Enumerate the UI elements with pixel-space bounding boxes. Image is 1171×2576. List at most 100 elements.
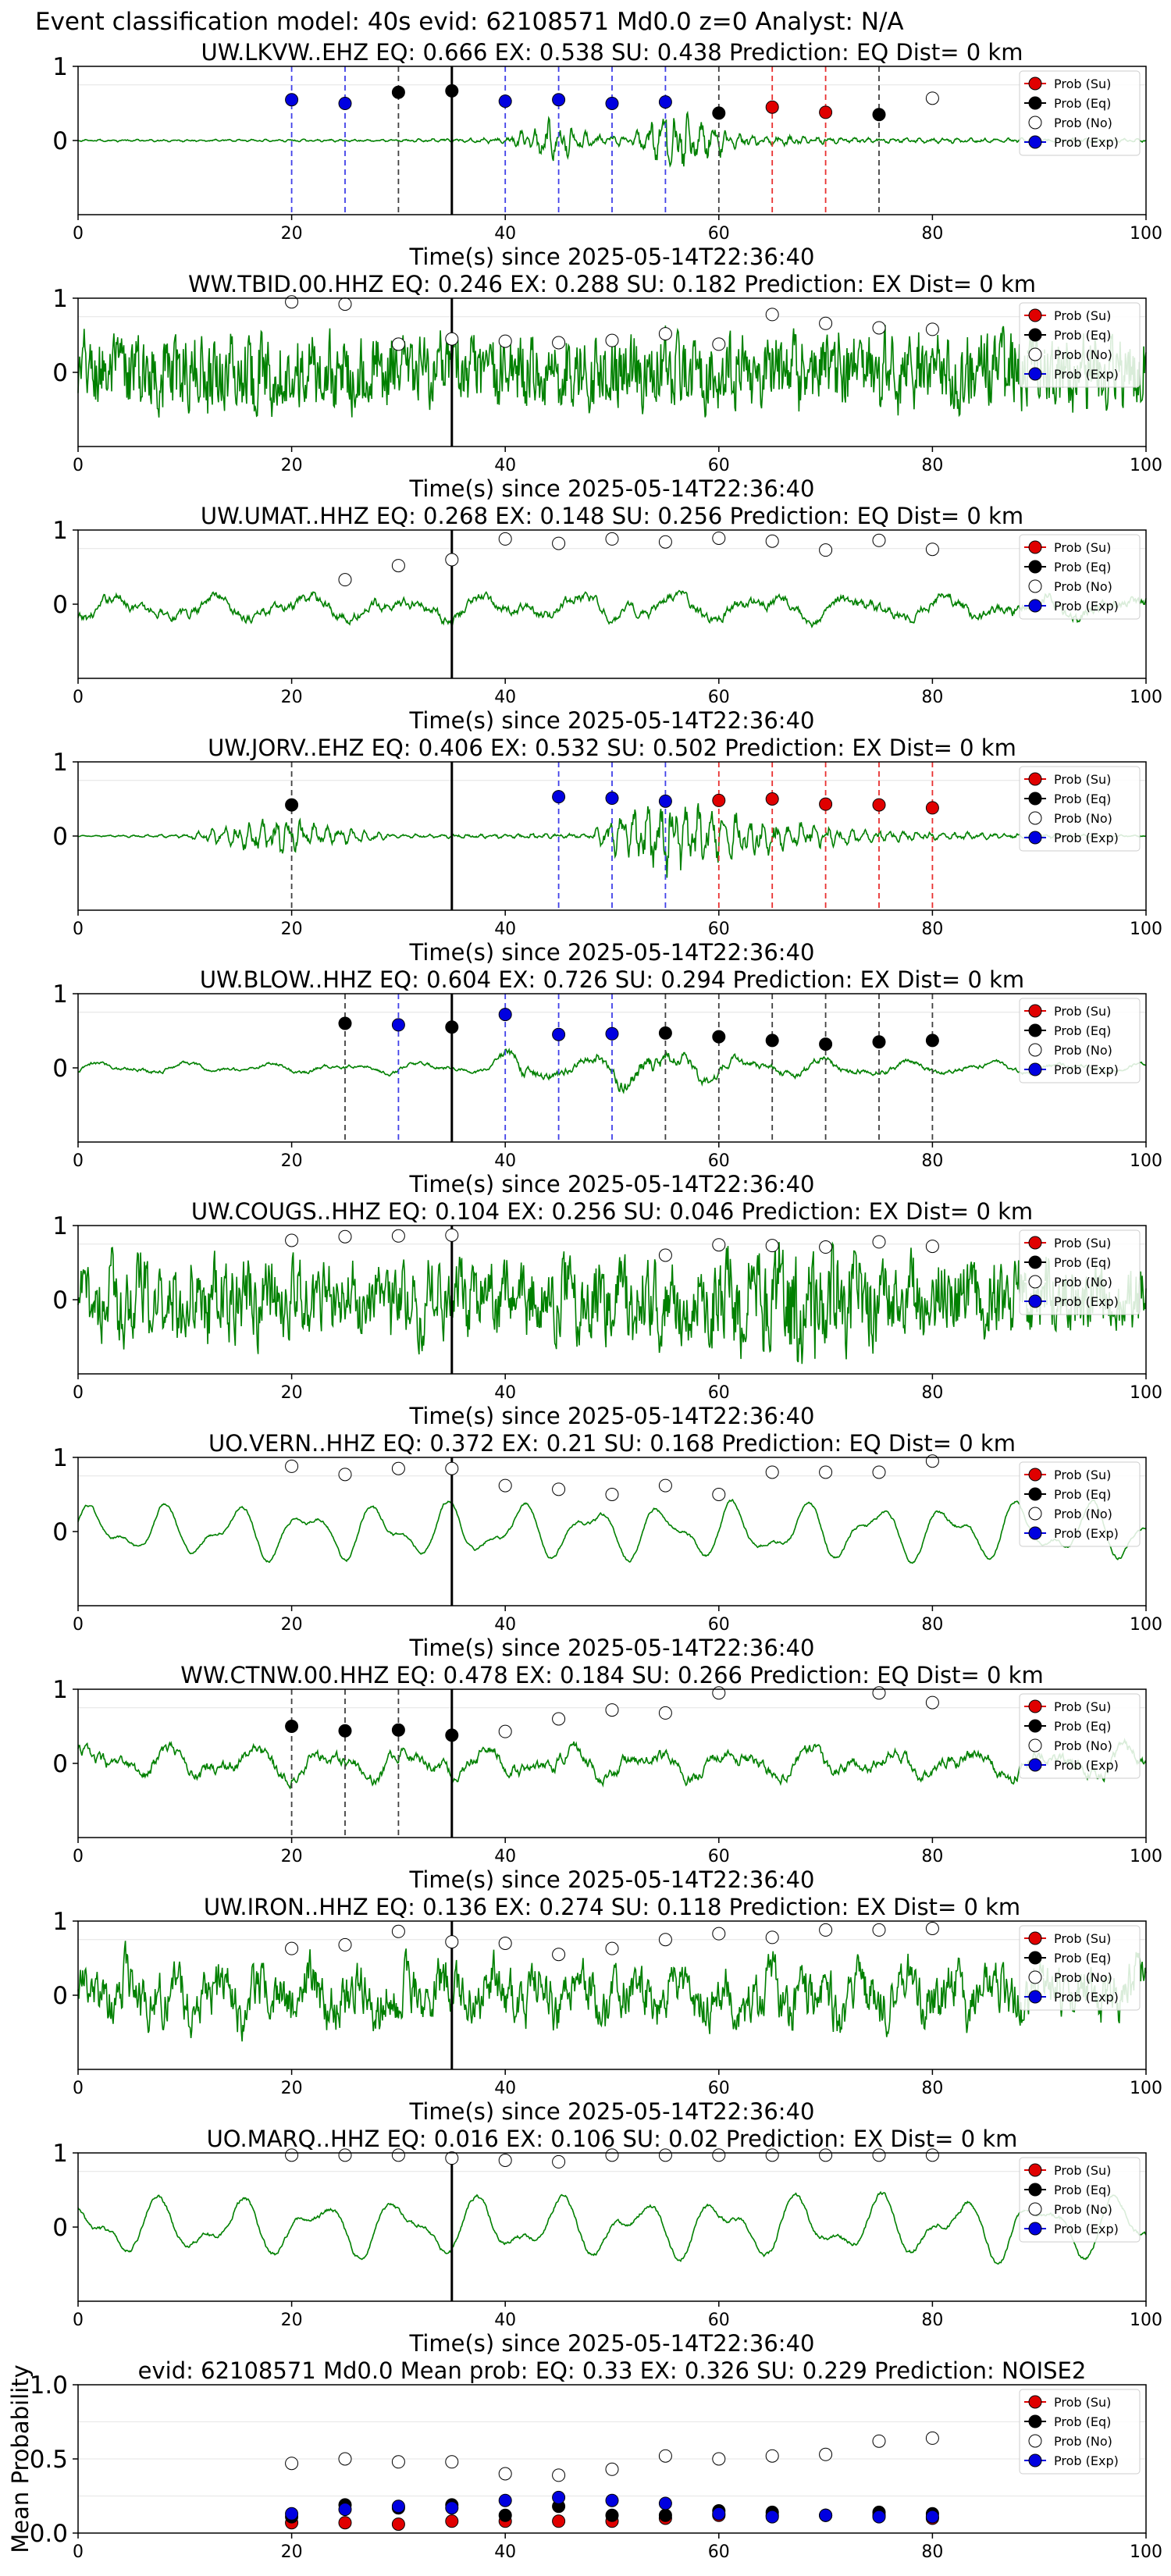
legend-label: Prob (Su) bbox=[1054, 772, 1111, 787]
panel-title: UW.JORV..EHZ EQ: 0.406 EX: 0.532 SU: 0.5… bbox=[208, 735, 1016, 761]
x-tick-label: 0 bbox=[73, 456, 84, 475]
x-tick-label: 60 bbox=[708, 688, 730, 707]
x-tick-label: 20 bbox=[281, 2079, 303, 2098]
x-tick-label: 60 bbox=[708, 2079, 730, 2098]
prob-marker-no bbox=[338, 573, 352, 587]
waveform-trace bbox=[77, 110, 1147, 168]
prob-marker-no bbox=[391, 1924, 405, 1938]
y-tick-label: 1 bbox=[52, 1908, 68, 1936]
prob-marker-exp bbox=[391, 1018, 405, 1032]
x-tick-label: 60 bbox=[708, 1847, 730, 1866]
mean-marker-exp bbox=[872, 2510, 886, 2524]
legend-marker bbox=[1028, 1990, 1042, 2004]
prob-marker-no bbox=[925, 1922, 939, 1935]
prob-marker-eq bbox=[285, 1720, 299, 1733]
prob-marker-no bbox=[872, 1465, 886, 1479]
mean-marker-no bbox=[872, 2434, 886, 2448]
legend-marker bbox=[1028, 347, 1042, 361]
legend-label: Prob (No) bbox=[1054, 811, 1112, 826]
legend-marker bbox=[1028, 792, 1042, 806]
x-tick-label: 40 bbox=[494, 456, 516, 475]
legend-marker bbox=[1028, 1468, 1042, 1482]
prob-marker-no bbox=[285, 1459, 299, 1473]
prob-marker-exp bbox=[498, 94, 512, 109]
mean-marker-eq bbox=[658, 2508, 672, 2522]
y-tick-label: 1 bbox=[52, 53, 68, 81]
prob-marker-no bbox=[445, 1935, 459, 1949]
prob-marker-no bbox=[445, 2151, 459, 2165]
axes-frame bbox=[77, 2152, 1147, 2302]
x-tick-label: 100 bbox=[1130, 688, 1162, 707]
panel-7: UO.VERN..HHZ EQ: 0.372 EX: 0.21 SU: 0.16… bbox=[52, 1430, 1162, 1661]
legend-label: Prob (Eq) bbox=[1054, 560, 1111, 575]
prob-marker-no bbox=[872, 1686, 886, 1700]
y-tick-label: 0 bbox=[52, 1286, 68, 1315]
panel-2: WW.TBID.00.HHZ EQ: 0.246 EX: 0.288 SU: 0… bbox=[52, 271, 1162, 502]
prob-marker-no bbox=[658, 327, 672, 341]
legend-box bbox=[1019, 998, 1141, 1083]
axes-frame bbox=[77, 1688, 1147, 1838]
legend-label: Prob (Exp) bbox=[1054, 2453, 1119, 2468]
axes-frame bbox=[77, 297, 1147, 447]
x-axis-label: Time(s) since 2025-05-14T22:36:40 bbox=[409, 1866, 815, 1893]
prob-marker-no bbox=[552, 336, 566, 350]
axes-frame bbox=[77, 761, 1147, 911]
legend-marker bbox=[1028, 772, 1042, 786]
legend-marker bbox=[1028, 560, 1042, 574]
x-tick-label: 0 bbox=[73, 920, 84, 939]
prob-marker-no bbox=[338, 2148, 352, 2162]
axes-frame bbox=[77, 1920, 1147, 2070]
y-tick-label: 0 bbox=[52, 823, 68, 851]
prob-marker-no bbox=[765, 1239, 779, 1253]
prob-marker-no bbox=[445, 1461, 459, 1475]
x-tick-label: 40 bbox=[494, 2311, 516, 2330]
legend-marker bbox=[1028, 2222, 1042, 2236]
prob-marker-no bbox=[765, 2148, 779, 2162]
panel-1: UW.LKVW..EHZ EQ: 0.666 EX: 0.538 SU: 0.4… bbox=[52, 39, 1162, 270]
x-tick-label: 20 bbox=[281, 2542, 303, 2562]
legend-marker bbox=[1028, 1951, 1042, 1965]
legend-marker bbox=[1028, 76, 1042, 91]
y-tick-label: 0.0 bbox=[30, 2520, 68, 2548]
prob-marker-no bbox=[498, 1937, 512, 1950]
prob-marker-eq bbox=[712, 106, 726, 120]
x-tick-label: 20 bbox=[281, 2311, 303, 2330]
legend-label: Prob (Exp) bbox=[1054, 2222, 1119, 2236]
legend-marker bbox=[1028, 2202, 1042, 2216]
legend-box bbox=[1019, 2389, 1141, 2475]
mean-marker-exp bbox=[925, 2510, 939, 2524]
x-tick-label: 80 bbox=[921, 2542, 943, 2562]
legend-marker bbox=[1028, 2395, 1042, 2409]
legend-marker bbox=[1028, 328, 1042, 342]
prob-marker-no bbox=[925, 1240, 939, 1254]
prob-marker-no bbox=[552, 1482, 566, 1496]
panel-title: WW.CTNW.00.HHZ EQ: 0.478 EX: 0.184 SU: 0… bbox=[180, 1662, 1043, 1688]
prob-marker-no bbox=[285, 1233, 299, 1247]
legend-label: Prob (Eq) bbox=[1054, 96, 1111, 111]
prob-marker-eq bbox=[925, 1034, 939, 1048]
y-tick-label: 0 bbox=[52, 1055, 68, 1083]
prob-marker-exp bbox=[552, 790, 566, 804]
x-tick-label: 80 bbox=[921, 920, 943, 939]
prob-marker-no bbox=[498, 1724, 512, 1738]
prob-marker-eq bbox=[712, 1030, 726, 1044]
legend-label: Prob (Su) bbox=[1054, 1004, 1111, 1019]
prob-marker-exp bbox=[605, 1026, 619, 1041]
legend-label: Prob (Su) bbox=[1054, 1699, 1111, 1714]
x-tick-label: 100 bbox=[1130, 224, 1162, 244]
x-tick-label: 40 bbox=[494, 1383, 516, 1403]
legend-label: Prob (Exp) bbox=[1054, 135, 1119, 150]
mean-marker-no bbox=[765, 2449, 779, 2463]
legend-marker bbox=[1028, 1255, 1042, 1269]
legend-label: Prob (Su) bbox=[1054, 1931, 1111, 1946]
legend-box bbox=[1019, 2157, 1141, 2243]
legend-marker bbox=[1028, 1931, 1042, 1945]
prob-marker-exp bbox=[498, 1008, 512, 1022]
mean-marker-exp bbox=[658, 2496, 672, 2510]
prob-marker-no bbox=[605, 532, 619, 546]
y-tick-label: 0 bbox=[52, 2214, 68, 2242]
legend-marker bbox=[1028, 367, 1042, 381]
legend-marker bbox=[1028, 2163, 1042, 2177]
legend-marker bbox=[1028, 116, 1042, 130]
waveform-trace bbox=[77, 1738, 1147, 1790]
